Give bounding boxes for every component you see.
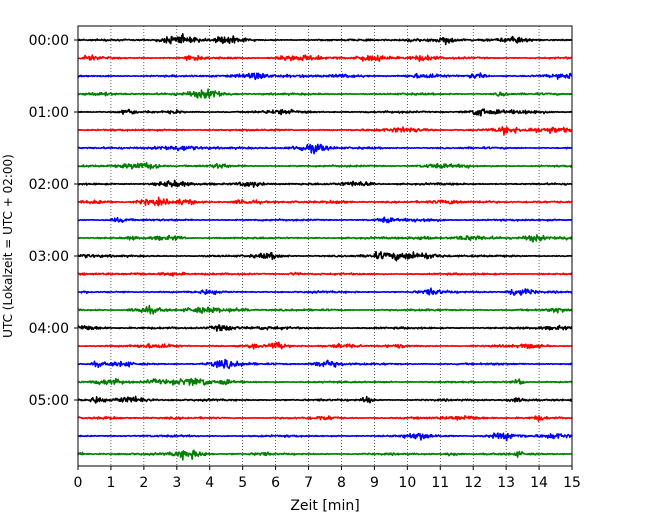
x-tick-label: 4 (205, 475, 214, 491)
x-tick-label: 2 (139, 475, 148, 491)
y-tick-label: 00:00 (29, 33, 69, 49)
y-tick-label: 02:00 (29, 177, 69, 193)
seismic-trace (77, 143, 573, 155)
seismic-trace (77, 179, 573, 188)
x-tick-label: 1 (106, 475, 115, 491)
seismic-trace (77, 449, 573, 461)
trace-series (77, 33, 573, 461)
seismic-trace (77, 271, 573, 277)
seismic-trace (77, 126, 573, 136)
seismic-trace (77, 432, 573, 442)
x-tick-label: 10 (398, 475, 416, 491)
seismic-trace (77, 287, 573, 296)
x-tick-label: 0 (74, 475, 83, 491)
plot-frame (77, 25, 573, 467)
x-tick-label: 13 (497, 475, 515, 491)
seismic-trace (77, 216, 573, 224)
y-tick-label: 03:00 (29, 249, 69, 265)
seismic-trace (77, 358, 573, 370)
x-tick-label: 3 (172, 475, 181, 491)
seismic-trace (77, 108, 573, 117)
seismic-trace (77, 196, 573, 207)
grid-lines (110, 26, 540, 466)
seismic-trace (77, 414, 573, 423)
x-tick-label: 12 (464, 475, 482, 491)
seismic-trace (77, 72, 573, 81)
x-axis: 0 1 2 3 4 5 6 7 8 9 10 11 12 13 14 15 (74, 466, 581, 491)
x-tick-label: 15 (563, 475, 581, 491)
x-tick-label: 8 (337, 475, 346, 491)
seismic-trace (77, 304, 573, 315)
x-tick-label: 9 (370, 475, 379, 491)
y-tick-label: 04:00 (29, 321, 69, 337)
x-tick-label: 7 (304, 475, 313, 491)
seismic-trace (77, 88, 573, 99)
seismic-trace (77, 161, 573, 170)
y-tick-label: 01:00 (29, 105, 69, 121)
seismic-trace (77, 395, 573, 404)
seismic-trace (77, 250, 573, 262)
x-axis-label: Zeit [min] (290, 498, 359, 514)
x-tick-label: 14 (530, 475, 548, 491)
seismic-trace (77, 54, 573, 63)
seismic-trace (77, 234, 573, 243)
x-tick-label: 6 (271, 475, 280, 491)
seismic-trace (77, 33, 573, 46)
x-tick-label: 11 (431, 475, 449, 491)
seismic-trace (77, 324, 573, 332)
y-axis: 00:00 01:00 02:00 03:00 04:00 05:00 (29, 33, 78, 409)
x-tick-label: 5 (238, 475, 247, 491)
y-axis-label: UTC (Lokalzeit = UTC + 02:00) (1, 154, 15, 338)
y-tick-label: 05:00 (29, 393, 69, 409)
seismic-trace (77, 341, 573, 350)
seismic-trace (77, 377, 573, 386)
